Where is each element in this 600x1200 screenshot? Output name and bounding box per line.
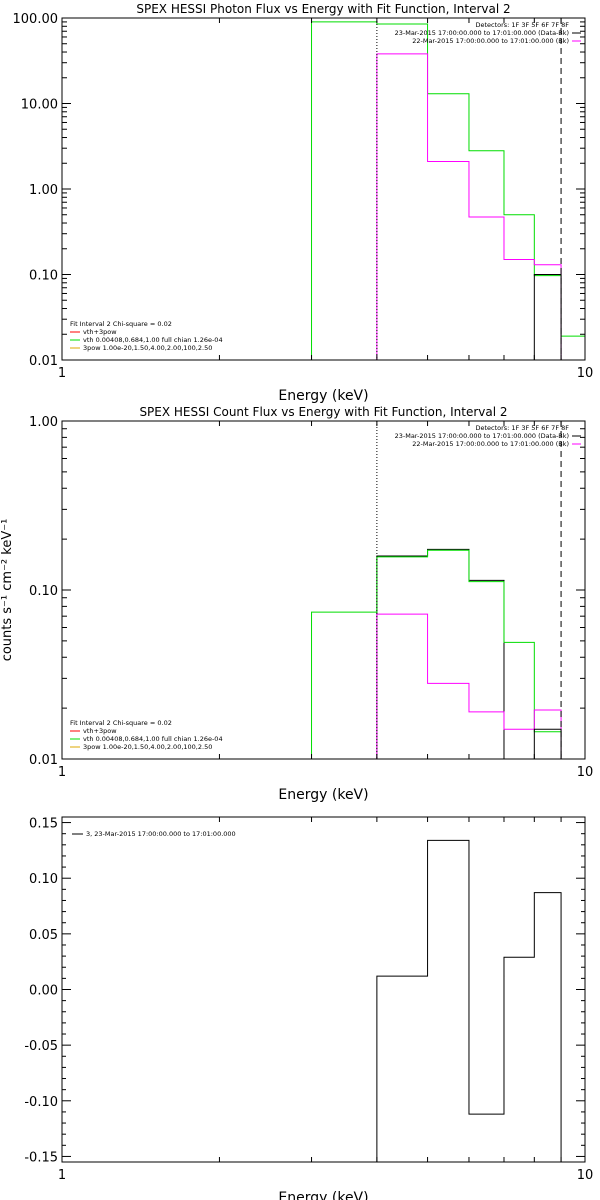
legend-entry: 3pow 1.00e-20,1.50,4.00,2.00,100,2.50	[83, 743, 212, 751]
legend-entry: vth+3pow	[83, 727, 117, 735]
plot-area	[311, 421, 562, 759]
legend-entry: 22-Mar-2015 17:00:00.000 to 17:01:00.000…	[412, 37, 569, 45]
series-data-bk	[533, 274, 562, 360]
y-tick-label: -0.10	[24, 1095, 58, 1110]
y-tick-label: -0.05	[24, 1039, 58, 1054]
series-bk	[376, 613, 562, 759]
count-flux-panel: SPEX HESSI Count Flux vs Energy with Fit…	[0, 405, 593, 803]
legend-entry: vth 0.00408,0.684,1.00 full chian 1.26e-…	[83, 336, 223, 344]
y-tick-label: 0.10	[29, 872, 58, 887]
series-residuals	[376, 839, 562, 1162]
legend-entry: Fit Interval 2 Chi-square = 0.02	[70, 320, 172, 328]
x-axis-label: Energy (keV)	[278, 1190, 368, 1200]
y-tick-label: 10.00	[21, 98, 58, 113]
legend-entry: vth+3pow	[83, 328, 117, 336]
y-tick-label: 100.00	[13, 12, 59, 27]
y-tick-label: 0.00	[29, 984, 58, 999]
x-tick-label: 1	[58, 366, 66, 381]
legend-entry: Fit Interval 2 Chi-square = 0.02	[70, 719, 172, 727]
chart-title: SPEX HESSI Count Flux vs Energy with Fit…	[139, 405, 507, 419]
photon-flux-panel: SPEX HESSI Photon Flux vs Energy with Fi…	[13, 2, 594, 404]
plot-frame	[61, 420, 586, 760]
y-tick-label: 1.00	[29, 183, 58, 198]
y-tick-label: -0.15	[24, 1150, 58, 1165]
plot-frame	[61, 816, 586, 1163]
chart-title: SPEX HESSI Photon Flux vs Energy with Fi…	[136, 2, 510, 16]
legend-entry: Detectors: 1F 3F 5F 6F 7F 8F	[475, 424, 569, 432]
series-vth	[311, 549, 562, 759]
legend-entry: 22-Mar-2015 17:00:00.000 to 17:01:00.000…	[412, 440, 569, 448]
y-tick-label: 1.00	[29, 415, 58, 430]
x-axis-label: Energy (keV)	[278, 388, 368, 404]
residuals-panel: 1 10 -0.15 -0.10 -0.05 0.00 0.05 0.10 0.15 Energy…	[24, 816, 594, 1200]
legend-entry: 3pow 1.00e-20,1.50,4.00,2.00,100,2.50	[83, 344, 212, 352]
y-tick-label: 0.01	[29, 753, 58, 768]
y-tick-label: 0.01	[29, 354, 58, 369]
y-tick-label: 0.10	[29, 269, 58, 284]
x-tick-label: 10	[577, 366, 594, 381]
series-data-bk	[376, 548, 505, 759]
legend-entry: Detectors: 1F 3F 5F 6F 7F 8F	[475, 21, 569, 29]
legend-entry: 23-Mar-2015 17:00:00.000 to 17:01:00.000…	[395, 432, 569, 440]
y-axis-label: counts s⁻¹ cm⁻² keV⁻¹	[0, 519, 15, 662]
x-tick-label: 10	[577, 765, 594, 780]
plot-area	[311, 18, 585, 360]
y-tick-label: 0.05	[29, 928, 58, 943]
series-bk-tail	[533, 728, 562, 759]
y-tick-label: 0.15	[29, 817, 58, 832]
plot-frame	[61, 17, 586, 361]
x-axis-label: Energy (keV)	[278, 787, 368, 803]
x-tick-label: 1	[58, 1168, 66, 1183]
legend-entry: 23-Mar-2015 17:00:00.000 to 17:01:00.000…	[395, 29, 569, 37]
y-tick-label: 0.10	[29, 584, 58, 599]
x-tick-label: 10	[577, 1168, 594, 1183]
plot-area	[376, 839, 562, 1162]
x-tick-label: 1	[58, 765, 66, 780]
series-bk	[376, 53, 562, 360]
legend-entry: 3, 23-Mar-2015 17:00:00.000 to 17:01:00.…	[86, 830, 236, 838]
series-vth	[311, 21, 585, 360]
legend-entry: vth 0.00408,0.684,1.00 full chian 1.26e-…	[83, 735, 223, 743]
